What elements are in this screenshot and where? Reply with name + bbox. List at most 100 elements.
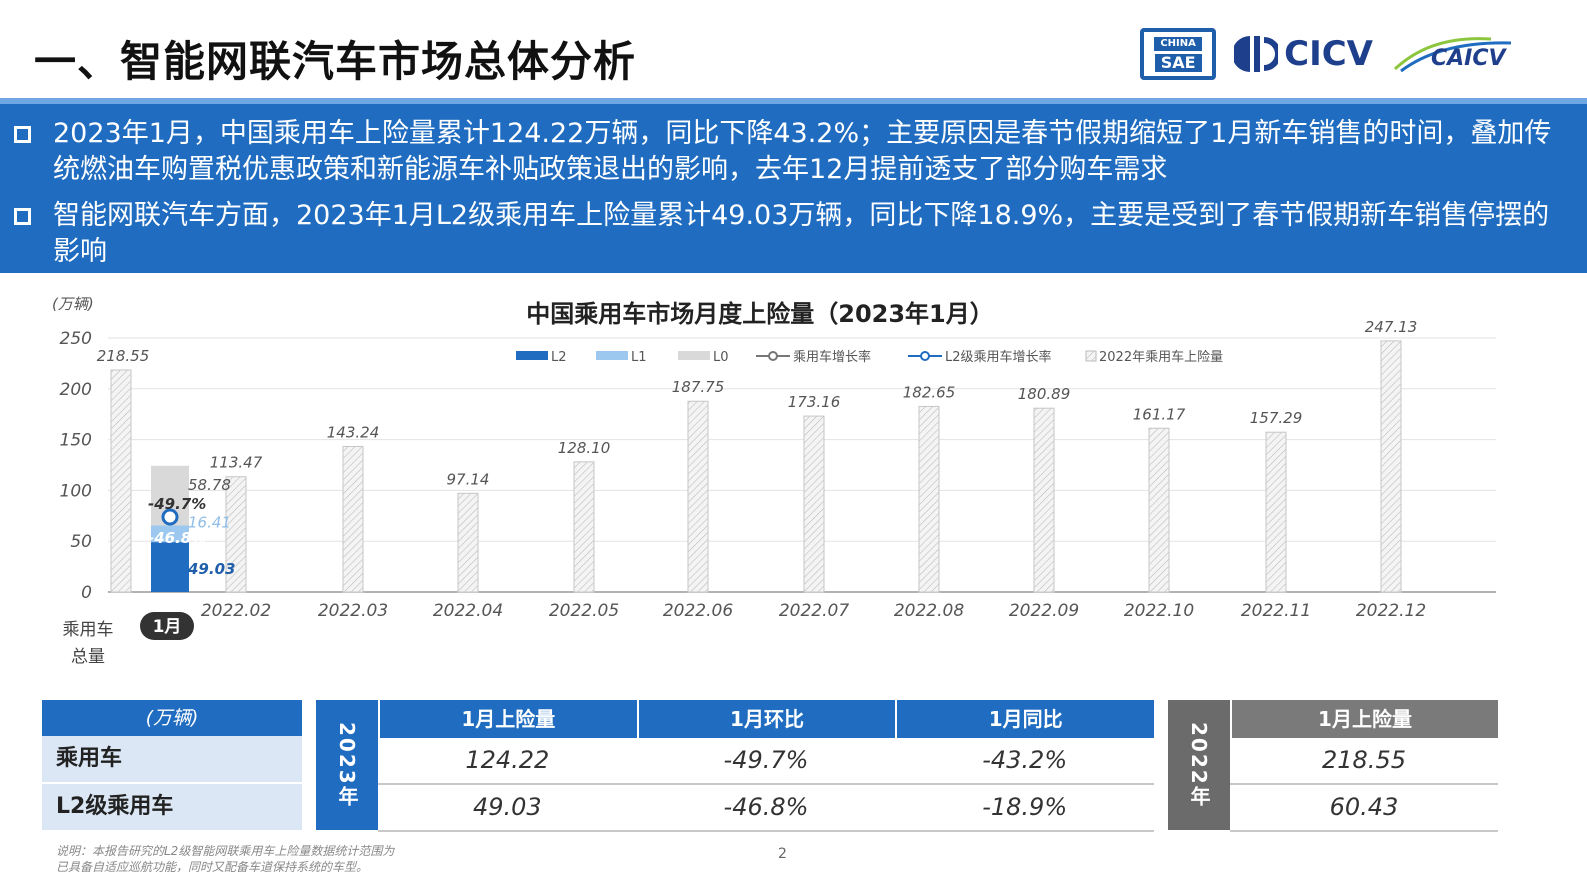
row-labels-table: (万辆) 乘用车 L2级乘用车	[42, 700, 302, 832]
legend-swatch-marker	[768, 351, 778, 361]
table-cell: 60.43	[1329, 793, 1399, 821]
legend-label: L0	[713, 350, 729, 365]
table-cell: -18.9%	[982, 793, 1068, 821]
bar-2022	[573, 461, 595, 593]
x-tick-label: 2022.03	[318, 601, 388, 621]
current-month-pill	[140, 612, 194, 640]
unit-header: (万辆)	[42, 700, 302, 736]
bar-2022	[342, 445, 364, 593]
x-tick-label: 2022.04	[433, 601, 503, 621]
y-tick-label: 50	[70, 532, 92, 552]
row-label-l2: L2级乘用车	[42, 784, 302, 832]
legend-swatch	[596, 351, 628, 360]
legend-swatch	[1085, 350, 1097, 362]
bar-2022	[457, 492, 479, 593]
legend-label: L2	[551, 350, 567, 365]
legend-label: 2022年乘用车上险量	[1099, 349, 1223, 365]
bar-2022	[803, 415, 825, 593]
page-title: 一、智能网联汽车市场总体分析	[34, 37, 637, 86]
row-label-passenger: 乘用车	[42, 736, 302, 784]
col-header: 1月上险量	[1230, 700, 1498, 738]
legend-label: L2级乘用车增长率	[945, 349, 1052, 365]
x-tick-label: 2022.05	[549, 601, 619, 621]
bar-2022	[1033, 407, 1055, 593]
footnote: 说明：本报告研究的L2级智能网联乘用车上险量数据统计范围为 已具备自适应巡航功能…	[56, 844, 395, 874]
year-2022-label: 2022年	[1168, 700, 1230, 830]
x-tick-label: 2022.08	[894, 601, 964, 621]
monthly-insurance-chart: 中国乘用车市场月度上险量（2023年1月） (万辆) 0 50 100 150 200 250…	[52, 295, 1496, 667]
bar-2023-l2	[151, 542, 189, 592]
bar-2022	[1265, 431, 1287, 593]
sae-logo-bottom-text: SAE	[1154, 53, 1202, 72]
svg-text:CAICV: CAICV	[1431, 46, 1508, 71]
table-cell: -43.2%	[982, 746, 1068, 774]
bar-2022-value-label: 161.17	[1133, 405, 1186, 423]
summary-bullet: 2023年1月，中国乘用车上险量累计124.22万辆，同比下降43.2%；主要原…	[14, 116, 1563, 188]
bar-2022-value-label: 143.24	[327, 423, 380, 441]
bar-2022-value-label: 97.14	[447, 470, 490, 488]
x-category-label: 乘用车	[63, 620, 114, 640]
x-tick-label: 2022.07	[779, 601, 849, 621]
table-cell: 49.03	[472, 793, 542, 821]
summary-banner: 2023年1月，中国乘用车上险量累计124.22万辆，同比下降43.2%；主要原…	[0, 98, 1587, 273]
y-tick-label: 0	[81, 583, 92, 603]
summary-bullet-text: 智能网联汽车方面，2023年1月L2级乘用车上险量累计49.03万辆，同比下降1…	[53, 200, 1550, 267]
y-tick-label: 250	[60, 329, 92, 349]
table-row: 49.03 -46.8% -18.9%	[378, 785, 1154, 832]
passenger-growth-label: -49.7%	[148, 495, 206, 513]
x-tick-label: 2022.10	[1124, 601, 1194, 621]
bar-2022-value-label: 187.75	[672, 378, 725, 396]
bar-2022	[918, 405, 940, 593]
col-header: 1月上险量	[378, 700, 637, 738]
summary-bullet: 智能网联汽车方面，2023年1月L2级乘用车上险量累计49.03万辆，同比下降1…	[14, 198, 1563, 270]
square-bullet-icon	[14, 208, 31, 225]
x-tick-label: 2022.09	[1009, 601, 1079, 621]
legend-label: 乘用车增长率	[793, 349, 871, 365]
bar-2022-value-label: 247.13	[1365, 318, 1418, 336]
legend-swatch	[516, 351, 548, 360]
bar-2022-value-label: 182.65	[903, 383, 956, 401]
bar-2022	[110, 369, 132, 593]
table-cell: 124.22	[465, 746, 550, 774]
bar-2022-value-label: 180.89	[1018, 385, 1071, 403]
y-tick-label: 100	[60, 481, 92, 501]
bar-2023-l1	[151, 525, 189, 543]
square-bullet-icon	[14, 126, 31, 143]
col-header: 1月同比	[895, 700, 1154, 738]
logo-group: CHINA SAE CICV CAICV	[1140, 28, 1547, 80]
x-category-label: 总量	[71, 647, 105, 667]
cicv-logo-text: CICV	[1284, 34, 1373, 74]
page-number: 2	[778, 846, 787, 862]
bar-2023-l2-label: 49.03	[187, 560, 235, 578]
table-row: 218.55	[1230, 738, 1498, 785]
table-cell: -46.8%	[723, 793, 809, 821]
y-tick-label: 200	[60, 380, 92, 400]
chart-title: 中国乘用车市场月度上险量（2023年1月）	[526, 300, 994, 328]
china-sae-logo: CHINA SAE	[1140, 28, 1217, 80]
year-2023-label: 2023年	[316, 700, 378, 830]
y-axis-unit-label: (万辆)	[52, 295, 94, 313]
sae-logo-top-text: CHINA	[1154, 36, 1202, 51]
bar-2022	[1148, 427, 1170, 593]
table-cell: -49.7%	[723, 746, 809, 774]
col-header: 1月环比	[636, 700, 896, 738]
table-row: 124.22 -49.7% -43.2%	[378, 738, 1154, 785]
table-2022: 2022年 1月上险量 218.55 60.43	[1168, 700, 1498, 832]
y-tick-label: 150	[60, 431, 92, 451]
cicv-logo: CICV	[1234, 32, 1373, 76]
cicv-mark-icon	[1234, 36, 1279, 72]
summary-bullet-text: 2023年1月，中国乘用车上险量累计124.22万辆，同比下降43.2%；主要原…	[53, 118, 1552, 185]
bar-2022	[687, 400, 709, 593]
x-tick-label: 2022.02	[201, 601, 271, 621]
table-row: 60.43	[1230, 785, 1498, 832]
legend-label: L1	[631, 350, 647, 365]
bar-2022-value-label: 218.55	[97, 347, 150, 365]
x-tick-label: 2022.12	[1356, 601, 1426, 621]
bar-2022-value-label: 113.47	[210, 454, 263, 472]
legend-swatch-marker	[920, 351, 930, 361]
bar-2022-value-label: 128.10	[558, 439, 611, 457]
bar-2022-value-label: 173.16	[788, 393, 841, 411]
growth-rate-marker	[161, 508, 179, 526]
x-tick-label: 2022.11	[1241, 601, 1311, 621]
legend-swatch	[678, 351, 710, 360]
